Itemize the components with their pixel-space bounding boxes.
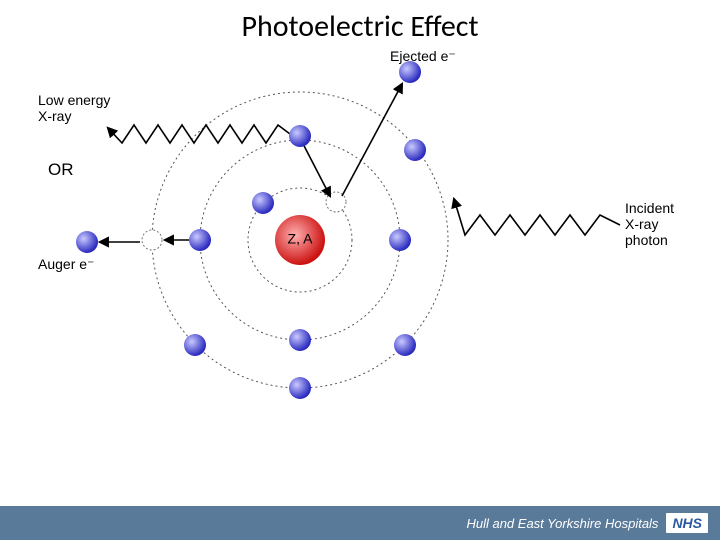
electron: [389, 229, 411, 251]
electron: [394, 334, 416, 356]
incident-xray: [454, 199, 620, 235]
electron: [189, 229, 211, 251]
nucleus-label: Z, A: [288, 231, 314, 247]
electron: [184, 334, 206, 356]
incident-photon-label: Incident X-ray photon: [625, 200, 674, 248]
low-energy-xray: [108, 125, 290, 143]
electron: [289, 377, 311, 399]
electron: [404, 139, 426, 161]
footer-bar: Hull and East Yorkshire Hospitals NHS: [0, 506, 720, 540]
electron: [399, 61, 421, 83]
electron: [289, 125, 311, 147]
low-energy-xray-label: Low energy X-ray: [38, 92, 110, 124]
drop-to-k-arrow: [300, 138, 330, 196]
electron: [76, 231, 98, 253]
vacancy: [142, 230, 162, 250]
ejected-arrow: [342, 84, 402, 196]
ejected-electron-label: Ejected e⁻: [390, 48, 456, 64]
electron: [289, 329, 311, 351]
electron: [252, 192, 274, 214]
or-label: OR: [48, 160, 74, 180]
footer-org: Hull and East Yorkshire Hospitals: [466, 516, 658, 531]
auger-electron-label: Auger e⁻: [38, 256, 94, 272]
nhs-logo: NHS: [666, 513, 708, 533]
